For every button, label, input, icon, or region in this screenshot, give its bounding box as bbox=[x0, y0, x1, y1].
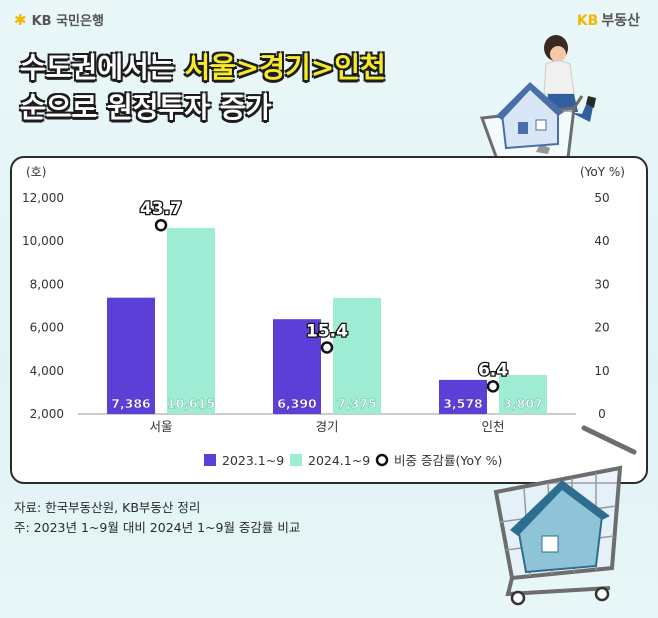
yoy-marker bbox=[154, 218, 168, 232]
bar-value-label: 10,615 bbox=[167, 396, 215, 411]
shopping-cart-house-illustration bbox=[493, 425, 637, 606]
yoy-marker bbox=[320, 341, 334, 354]
yoy-marker bbox=[486, 380, 500, 393]
left-tick-label: 12,000 bbox=[22, 191, 64, 205]
headline: 수도권에서는 서울>경기>인천 순으로 원정투자 증가 bbox=[20, 48, 386, 128]
left-tick-label: 6,000 bbox=[30, 321, 64, 335]
right-axis-unit: (YoY %) bbox=[580, 165, 625, 179]
left-tick-label: 10,000 bbox=[22, 234, 64, 248]
legend-swatch-2023 bbox=[204, 454, 216, 466]
category-label: 인천 bbox=[481, 419, 504, 434]
category-label: 서울 bbox=[149, 419, 172, 434]
kb-realestate-logo: KB 부동산 bbox=[577, 10, 640, 30]
source-notes: 자료: 한국부동산원, KB부동산 정리 주: 2023년 1~9월 대비 20… bbox=[14, 498, 300, 538]
category-label: 경기 bbox=[315, 419, 338, 434]
legend-swatch-2024 bbox=[290, 454, 302, 466]
category-labels: 서울 경기 인천 bbox=[149, 419, 504, 434]
star-icon: ✱ bbox=[14, 10, 27, 29]
bar-2023 bbox=[107, 297, 155, 414]
source-text: 자료: 한국부동산원, KB부동산 정리 bbox=[14, 500, 201, 515]
bars-group: 7,386 10,615 6,390 7,375 3,578 3,807 bbox=[107, 227, 547, 414]
legend-label-2024: 2024.1~9 bbox=[308, 453, 370, 468]
yoy-value-label: 15.4 bbox=[306, 321, 348, 341]
left-tick-label: 2,000 bbox=[30, 407, 64, 421]
kb-bank-logo: ✱ KB 국민은행 bbox=[14, 10, 104, 30]
right-tick-label: 0 bbox=[598, 407, 606, 421]
legend: 2023.1~9 2024.1~9 비중 증감률(YoY %) bbox=[204, 453, 502, 468]
right-tick-label: 50 bbox=[594, 191, 609, 205]
bar-value-label: 3,578 bbox=[443, 396, 483, 411]
headline-line1: 수도권에서는 서울>경기>인천 bbox=[20, 48, 386, 88]
footnote-text: 주: 2023년 1~9월 대비 2024년 1~9월 증감률 비교 bbox=[14, 520, 301, 535]
bank-logo-text: KB 국민은행 bbox=[31, 14, 104, 29]
legend-marker-yoy bbox=[375, 453, 389, 467]
right-tick-label: 20 bbox=[594, 321, 609, 335]
headline-prefix: 수도권에서는 bbox=[20, 51, 185, 84]
left-axis-unit: (호) bbox=[26, 165, 46, 179]
bar-2024 bbox=[499, 374, 547, 414]
left-tick-label: 8,000 bbox=[30, 277, 64, 291]
legend-label-yoy: 비중 증감률(YoY %) bbox=[394, 453, 502, 468]
bar-value-label: 7,386 bbox=[111, 396, 151, 411]
left-axis-ticks: 2,000 4,000 6,000 8,000 10,000 12,000 bbox=[22, 191, 64, 421]
left-tick-label: 4,000 bbox=[30, 364, 64, 378]
right-axis-ticks: 0 10 20 30 40 50 bbox=[594, 191, 609, 421]
house-icon bbox=[496, 82, 564, 150]
brand-kb: KB bbox=[576, 13, 599, 29]
bar-value-label: 3,807 bbox=[503, 396, 543, 411]
yoy-value-label: 6.4 bbox=[478, 360, 508, 380]
right-tick-label: 10 bbox=[594, 364, 609, 378]
bar-value-label: 7,375 bbox=[337, 396, 377, 411]
bar-2024 bbox=[167, 227, 215, 414]
bar-value-label: 6,390 bbox=[277, 396, 317, 411]
bar-2023 bbox=[273, 319, 321, 414]
yoy-value-label: 43.7 bbox=[140, 199, 182, 219]
headline-highlight: 서울>경기>인천 bbox=[184, 51, 386, 84]
bar-2023 bbox=[439, 379, 487, 414]
bar-chart: (호) (YoY %) 2,000 4,000 6,000 8,000 10,000 12… bbox=[22, 165, 625, 468]
yoy-markers: 43.7 15.4 6.4 bbox=[139, 198, 510, 393]
house-icon bbox=[510, 480, 610, 574]
headline-line2: 순으로 원정투자 증가 bbox=[20, 91, 272, 124]
brand-name: 부동산 bbox=[601, 13, 640, 29]
right-tick-label: 40 bbox=[594, 234, 609, 248]
legend-label-2023: 2023.1~9 bbox=[222, 453, 284, 468]
bar-2024 bbox=[333, 297, 381, 414]
right-tick-label: 30 bbox=[594, 277, 609, 291]
